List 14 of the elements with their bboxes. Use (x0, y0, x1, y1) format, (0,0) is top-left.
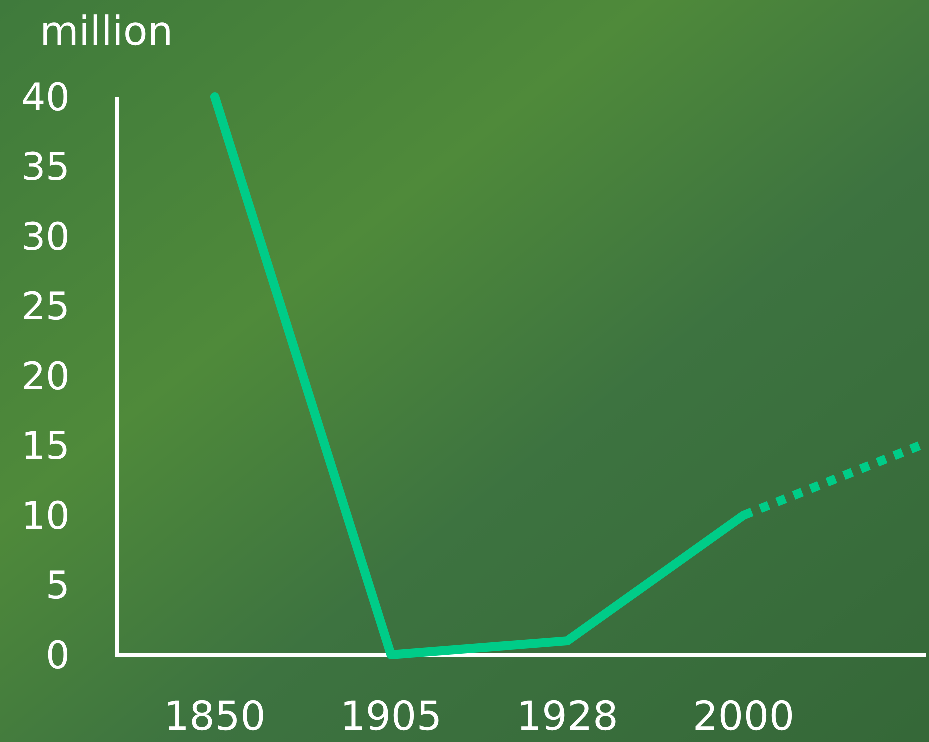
y-tick-label: 30 (22, 214, 70, 259)
x-tick-label: 2000 (692, 694, 795, 740)
y-tick-label: 0 (46, 633, 70, 678)
y-tick-label: 10 (22, 494, 70, 538)
y-tick-label: 20 (22, 354, 70, 398)
x-tick-label: 1850 (164, 694, 266, 740)
y-tick-label: 40 (22, 75, 70, 120)
x-tick-label: 1928 (516, 694, 618, 740)
y-tick-label: 25 (22, 284, 70, 329)
x-tick-label: 1905 (340, 694, 442, 740)
y-tick-label: 15 (22, 424, 70, 468)
y-axis-title: million (40, 9, 174, 55)
y-tick-label: 35 (22, 145, 70, 190)
y-tick-label: 5 (46, 564, 70, 608)
